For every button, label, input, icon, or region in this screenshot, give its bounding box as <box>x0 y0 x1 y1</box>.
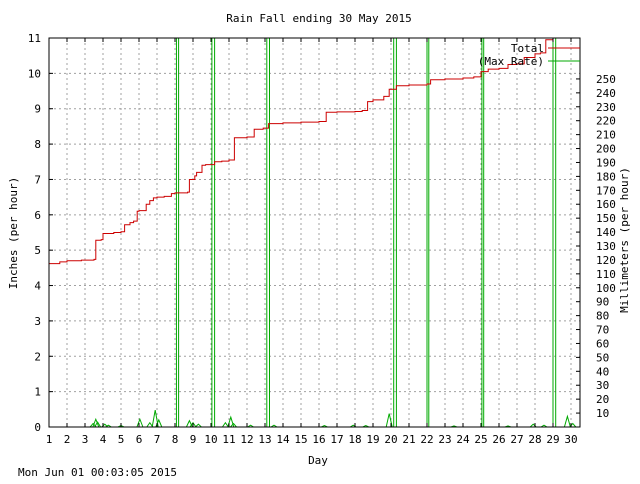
max-rate-bump <box>385 413 393 428</box>
y2-tick-label: 210 <box>596 129 616 142</box>
total-series <box>49 37 580 265</box>
x-tick-label: 1 <box>46 433 53 446</box>
x-tick-label: 24 <box>456 433 470 446</box>
x-tick-label: 2 <box>64 433 71 446</box>
x-tick-label: 17 <box>330 433 343 446</box>
x-tick-label: 12 <box>240 433 253 446</box>
x-tick-label: 8 <box>172 433 179 446</box>
max-rate-bump <box>230 422 237 428</box>
x-tick-label: 10 <box>204 433 217 446</box>
y2-tick-label: 250 <box>596 73 616 86</box>
y-tick-label: 11 <box>28 32 41 45</box>
max-rate-series <box>89 38 577 428</box>
x-tick-label: 7 <box>154 433 161 446</box>
x-tick-label: 27 <box>510 433 523 446</box>
x-tick-label: 18 <box>348 433 361 446</box>
x-tick-label: 11 <box>222 433 235 446</box>
y-tick-label: 3 <box>34 315 41 328</box>
x-tick-label: 15 <box>294 433 307 446</box>
x-tick-label: 22 <box>420 433 433 446</box>
x-tick-label: 13 <box>258 433 271 446</box>
y-tick-label: 0 <box>34 421 41 434</box>
x-tick-label: 5 <box>118 433 125 446</box>
max-rate-bump <box>540 424 548 428</box>
x-tick-label: 30 <box>564 433 577 446</box>
max-rate-bump <box>221 421 229 428</box>
x-tick-label: 9 <box>190 433 197 446</box>
y-axis-label: Inches (per hour) <box>7 177 20 290</box>
x-tick-label: 29 <box>546 433 559 446</box>
x-tick-label: 21 <box>402 433 415 446</box>
grid-lines <box>49 38 580 427</box>
x-tick-label: 23 <box>438 433 451 446</box>
y2-tick-label: 170 <box>596 184 616 197</box>
y2-tick-label: 140 <box>596 226 616 239</box>
max-rate-bump <box>247 424 254 428</box>
legend-rate-label: (Max Rate) <box>478 55 544 68</box>
max-rate-bump <box>92 417 100 428</box>
x-tick-label: 19 <box>366 433 379 446</box>
y2-tick-label: 240 <box>596 87 616 100</box>
y2-tick-label: 80 <box>596 310 609 323</box>
y-tick-label: 9 <box>34 103 41 116</box>
y2-tick-label: 40 <box>596 365 609 378</box>
y-tick-label: 4 <box>34 280 41 293</box>
y2-tick-label: 190 <box>596 156 616 169</box>
y2-tick-label: 110 <box>596 268 616 281</box>
legend-total-label: Total <box>511 42 544 55</box>
max-rate-bump <box>151 409 159 428</box>
y2-tick-label: 100 <box>596 282 616 295</box>
y2-tick-label: 50 <box>596 351 609 364</box>
axes: 1 2 3 4 5 6 7 8 9 10 11 12 13 14 15 16 17 18 19 20 21 22 23 24 2… <box>28 32 616 446</box>
max-rate-bump <box>105 424 112 428</box>
x-tick-label: 16 <box>312 433 325 446</box>
total-line <box>49 37 580 265</box>
y2-axis-label: Millimeters (per hour) <box>618 167 631 313</box>
max-rate-bump <box>146 421 154 428</box>
y2-tick-label: 160 <box>596 198 616 211</box>
x-tick-label: 14 <box>276 433 290 446</box>
max-rate-bump <box>563 414 571 428</box>
x-tick-label: 6 <box>136 433 143 446</box>
x-tick-label: 26 <box>492 433 505 446</box>
x-tick-label: 4 <box>100 433 107 446</box>
y2-tick-label: 230 <box>596 101 616 114</box>
max-rate-bump <box>136 417 144 428</box>
y-tick-label: 5 <box>34 244 41 257</box>
y-tick-label: 10 <box>28 67 41 80</box>
footer-timestamp: Mon Jun 01 00:03:05 2015 <box>18 466 177 479</box>
y2-tick-label: 90 <box>596 296 609 309</box>
y2-tick-label: 180 <box>596 170 616 183</box>
max-rate-bump <box>94 421 102 428</box>
max-rate-bump <box>270 424 278 428</box>
legend: Total (Max Rate) <box>478 42 580 68</box>
y-tick-label: 6 <box>34 209 41 222</box>
y-tick-label: 1 <box>34 386 41 399</box>
y-tick-label: 2 <box>34 350 41 363</box>
chart-title: Rain Fall ending 30 May 2015 <box>226 12 411 25</box>
y2-tick-label: 200 <box>596 143 616 156</box>
y2-tick-label: 20 <box>596 393 609 406</box>
max-rate-bump <box>189 421 197 428</box>
y2-tick-label: 130 <box>596 240 616 253</box>
y2-tick-label: 60 <box>596 337 609 350</box>
y2-tick-label: 220 <box>596 115 616 128</box>
x-tick-label: 25 <box>474 433 487 446</box>
y-tick-label: 8 <box>34 138 41 151</box>
max-rate-bump <box>195 423 202 428</box>
y2-tick-label: 10 <box>596 407 609 420</box>
y2-tick-label: 70 <box>596 324 609 337</box>
x-axis-label: Day <box>308 454 328 467</box>
y2-tick-label: 150 <box>596 212 616 225</box>
x-tick-label: 3 <box>82 433 89 446</box>
y2-tick-label: 120 <box>596 254 616 267</box>
x-tick-label: 28 <box>528 433 541 446</box>
x-tick-label: 20 <box>384 433 397 446</box>
y2-tick-label: 30 <box>596 379 609 392</box>
y-tick-label: 7 <box>34 173 41 186</box>
